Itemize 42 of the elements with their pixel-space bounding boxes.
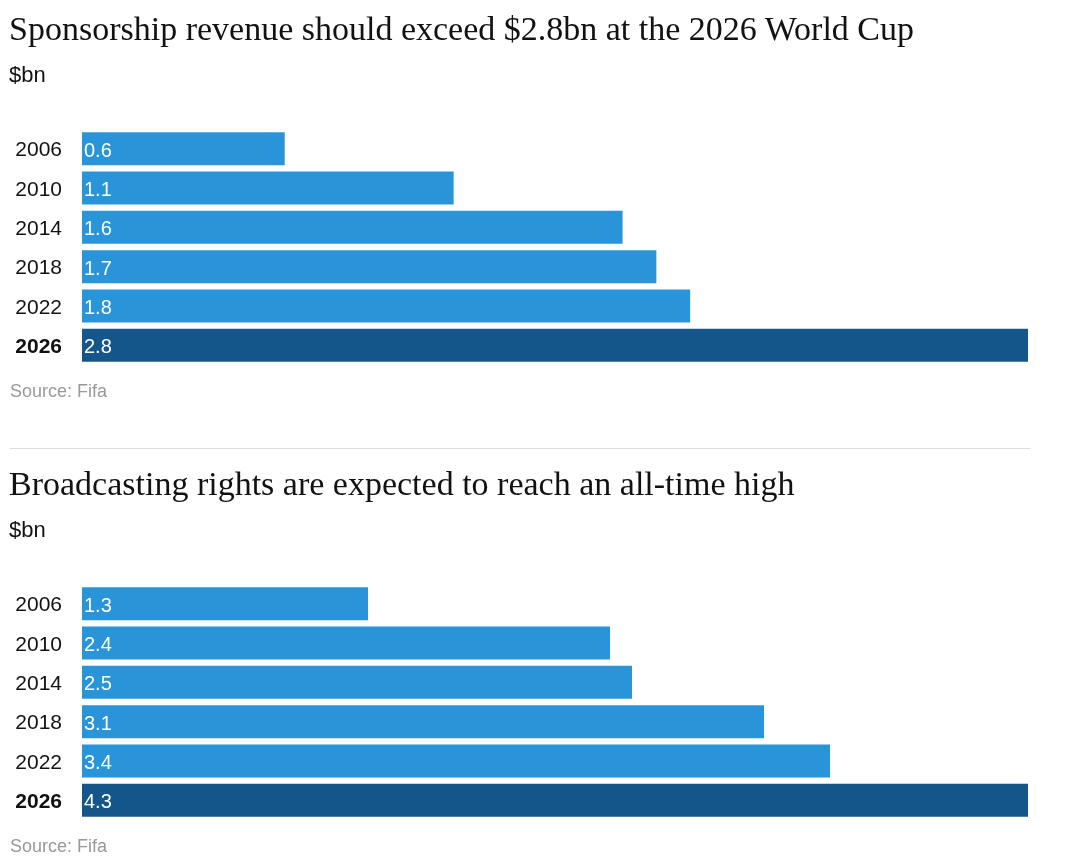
y-tick-label: 2010 xyxy=(15,176,62,200)
y-tick-label: 2022 xyxy=(15,749,62,773)
bar xyxy=(82,132,285,166)
chart-subtitle: $bn xyxy=(9,61,46,87)
data-label: 0.6 xyxy=(84,138,112,161)
bar xyxy=(82,328,1028,362)
bar xyxy=(82,171,454,205)
data-label: 3.4 xyxy=(84,751,112,773)
y-tick-label: 2014 xyxy=(15,670,63,694)
y-tick-label: 2010 xyxy=(15,631,62,655)
data-label: 1.7 xyxy=(84,256,112,279)
bar xyxy=(82,744,830,778)
y-tick-label: 2006 xyxy=(15,592,62,616)
data-label: 3.1 xyxy=(84,711,112,734)
y-tick-label: 2018 xyxy=(15,255,62,279)
data-label: 1.3 xyxy=(84,593,112,616)
y-tick-label: 2026 xyxy=(15,333,62,357)
chart-title: Broadcasting rights are expected to reach an all-time high xyxy=(9,464,795,502)
y-tick-label: 2006 xyxy=(15,137,62,161)
data-label: 1.6 xyxy=(84,217,112,240)
chart-title: Sponsorship revenue should exceed $2.8bn at the 2026 World Cup xyxy=(9,9,915,47)
y-tick-label: 2026 xyxy=(15,788,62,812)
source-note: Source: Fifa xyxy=(10,381,109,401)
bar xyxy=(82,705,764,739)
bar xyxy=(82,665,632,699)
chart-subtitle: $bn xyxy=(9,516,46,542)
bar xyxy=(82,289,691,323)
bar xyxy=(82,250,657,284)
y-tick-label: 2014 xyxy=(15,215,63,239)
data-label: 1.1 xyxy=(84,178,112,200)
data-label: 1.8 xyxy=(84,296,112,318)
data-label: 4.3 xyxy=(84,790,112,813)
bar xyxy=(82,587,368,621)
bar xyxy=(82,626,610,660)
y-tick-label: 2018 xyxy=(15,710,62,734)
data-label: 2.8 xyxy=(84,335,112,358)
source-note: Source: Fifa xyxy=(10,836,109,856)
y-tick-label: 2022 xyxy=(15,294,62,318)
bar xyxy=(82,210,623,244)
data-label: 2.4 xyxy=(84,633,112,655)
bar xyxy=(82,783,1028,817)
data-label: 2.5 xyxy=(84,672,112,695)
